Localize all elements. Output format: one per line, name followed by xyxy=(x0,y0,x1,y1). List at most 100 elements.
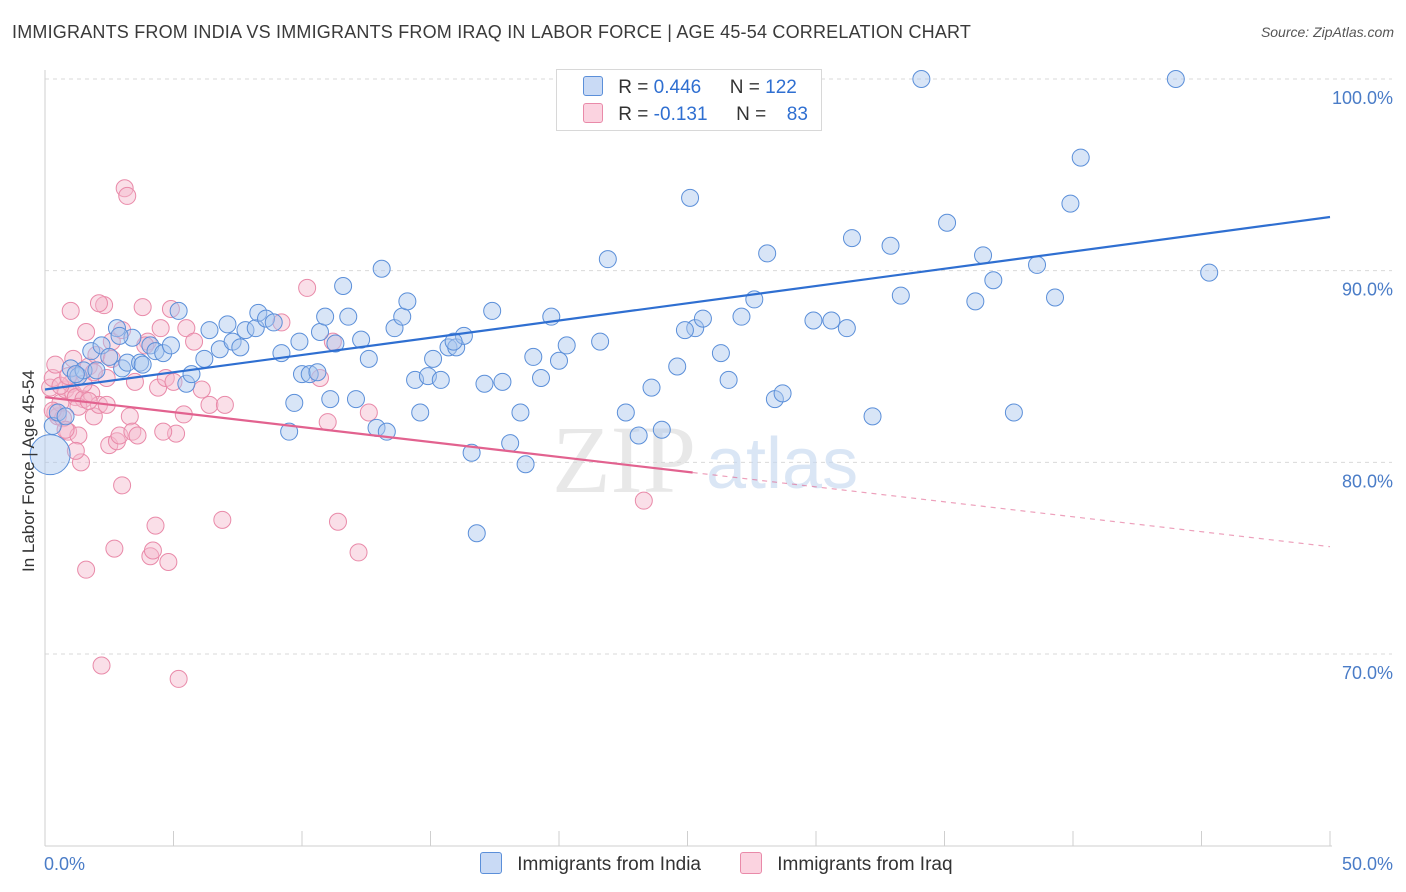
bottom-legend-india: Immigrants from India xyxy=(480,852,701,876)
india-point-51 xyxy=(398,292,417,311)
india-point-76 xyxy=(598,250,617,269)
india-point-0 xyxy=(29,434,71,476)
iraq-point-77 xyxy=(113,476,132,495)
iraq-point-81 xyxy=(46,355,65,374)
iraq-point-31 xyxy=(120,407,139,426)
bottom-legend-iraq: Immigrants from Iraq xyxy=(740,852,953,876)
iraq-point-14 xyxy=(77,560,96,579)
india-point-109 xyxy=(1166,70,1185,88)
india-point-11 xyxy=(113,359,132,378)
legend-row-iraq: R = -0.131 N = 83 xyxy=(583,103,808,126)
india-point-102 xyxy=(974,246,993,265)
india-trend-line xyxy=(44,215,1331,391)
iraq-point-80 xyxy=(161,300,180,318)
iraq-point-48 xyxy=(185,332,204,351)
india-point-87 xyxy=(732,307,751,326)
india-point-66 xyxy=(511,403,530,422)
india-point-112 xyxy=(110,326,129,345)
india-point-55 xyxy=(424,349,443,368)
india-point-33 xyxy=(280,422,299,441)
india-point-22 xyxy=(200,321,219,340)
india-point-57 xyxy=(439,338,458,357)
iraq-point-47 xyxy=(177,319,196,338)
watermark-atlas: atlas xyxy=(706,424,858,504)
legend-n-label-india: N = xyxy=(729,77,760,98)
india-point-64 xyxy=(493,372,512,391)
india-point-72 xyxy=(557,336,576,355)
iraq-point-30 xyxy=(118,186,137,205)
india-point-92 xyxy=(804,311,823,330)
india-point-100 xyxy=(938,213,957,232)
india-point-31 xyxy=(264,313,283,332)
iraq-trend-line-dashed xyxy=(692,471,1331,548)
india-point-56 xyxy=(431,370,450,389)
legend-r-label-india: R = xyxy=(618,77,649,98)
india-point-14 xyxy=(131,353,150,372)
india-point-39 xyxy=(321,390,340,409)
legend-swatch-iraq xyxy=(583,103,603,123)
iraq-point-76 xyxy=(66,441,85,460)
india-point-35 xyxy=(293,365,311,384)
india-point-7 xyxy=(82,342,101,361)
bottom-label-india: Immigrants from India xyxy=(517,854,702,875)
iraq-trend-line xyxy=(44,396,693,474)
india-point-103 xyxy=(984,271,1003,290)
x-tick-label-1: 50.0% xyxy=(1342,854,1393,874)
india-point-59 xyxy=(454,326,473,345)
india-point-9 xyxy=(100,347,119,366)
iraq-point-79 xyxy=(61,301,80,320)
iraq-point-1 xyxy=(43,369,62,387)
iraq-point-54 xyxy=(298,278,317,297)
iraq-point-59 xyxy=(349,543,368,562)
iraq-point-34 xyxy=(133,298,152,317)
india-point-61 xyxy=(467,524,486,543)
iraq-point-37 xyxy=(143,541,162,560)
india-point-78 xyxy=(629,426,648,445)
iraq-point-56 xyxy=(318,413,337,432)
india-point-38 xyxy=(316,307,335,326)
india-point-43 xyxy=(346,390,365,409)
india-point-85 xyxy=(711,344,730,363)
iraq-point-82 xyxy=(77,323,96,341)
iraq-point-33 xyxy=(128,426,147,445)
india-point-89 xyxy=(758,244,777,263)
india-point-119 xyxy=(290,332,309,351)
legend-n-value-india: 122 xyxy=(765,77,797,98)
india-point-12 xyxy=(118,353,137,372)
iraq-point-20 xyxy=(92,656,111,675)
india-point-37 xyxy=(310,323,329,341)
source-label: Source: ZipAtlas.com xyxy=(1260,24,1394,40)
india-point-114 xyxy=(66,365,85,384)
india-point-62 xyxy=(475,374,494,393)
india-point-69 xyxy=(532,369,551,387)
india-point-1 xyxy=(43,416,62,435)
india-point-118 xyxy=(675,321,694,340)
trend-lines xyxy=(44,215,1331,548)
iraq-point-58 xyxy=(328,512,347,531)
tick-labels: 100.0% 90.0% 80.0% 70.0% 0.0% 50.0% xyxy=(44,88,1393,874)
india-point-42 xyxy=(339,307,358,326)
iraq-point-45 xyxy=(169,669,188,688)
india-point-36 xyxy=(300,365,319,384)
india-point-95 xyxy=(842,229,861,248)
iraq-point-42 xyxy=(159,553,178,571)
iraq-point-52 xyxy=(215,395,234,414)
india-point-93 xyxy=(822,311,841,330)
india-point-84 xyxy=(693,309,712,328)
india-point-104 xyxy=(1004,403,1023,422)
india-point-97 xyxy=(881,236,900,255)
iraq-point-38 xyxy=(146,516,165,535)
iraq-point-25 xyxy=(105,539,124,558)
iraq-point-61 xyxy=(634,491,653,510)
bottom-swatch-iraq xyxy=(740,852,762,874)
legend-r-value-iraq: -0.131 xyxy=(653,104,708,125)
india-point-117 xyxy=(444,332,463,351)
india-point-80 xyxy=(652,420,671,439)
india-point-40 xyxy=(326,334,345,353)
india-point-81 xyxy=(668,357,687,376)
india-point-113 xyxy=(161,336,180,355)
india-point-82 xyxy=(681,188,700,207)
india-point-77 xyxy=(616,403,635,422)
india-point-41 xyxy=(334,277,353,295)
india-point-107 xyxy=(1061,194,1080,213)
